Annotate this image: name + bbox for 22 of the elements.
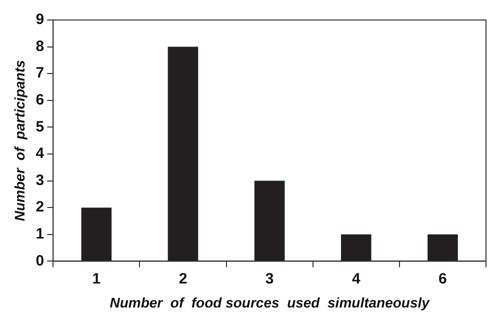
y-tick-label: 6 bbox=[36, 92, 44, 109]
bar bbox=[254, 180, 285, 261]
y-tick-label: 9 bbox=[36, 11, 44, 28]
x-tick-label: 6 bbox=[438, 270, 447, 288]
y-tick-label: 5 bbox=[36, 118, 44, 136]
y-tick-label: 3 bbox=[36, 172, 44, 189]
y-tick-label: 4 bbox=[36, 145, 45, 162]
y-tick-label: 7 bbox=[36, 64, 44, 82]
bar bbox=[340, 234, 372, 261]
bar bbox=[168, 46, 198, 261]
bar bbox=[428, 234, 458, 261]
y-tick-label: 8 bbox=[36, 38, 44, 55]
y-tick-label: 2 bbox=[36, 198, 44, 216]
y-tick-label: 1 bbox=[36, 226, 44, 243]
x-tick-label: 1 bbox=[92, 270, 101, 288]
x-axis-title: Number of food sources used simultaneously bbox=[110, 294, 431, 310]
x-tick-label: 4 bbox=[352, 270, 361, 288]
y-tick-label: 0 bbox=[36, 252, 44, 270]
x-tick-label: 3 bbox=[265, 270, 274, 288]
y-axis-title: Number of participants bbox=[11, 60, 28, 222]
x-tick-label: 2 bbox=[178, 270, 188, 288]
bar bbox=[81, 208, 112, 261]
